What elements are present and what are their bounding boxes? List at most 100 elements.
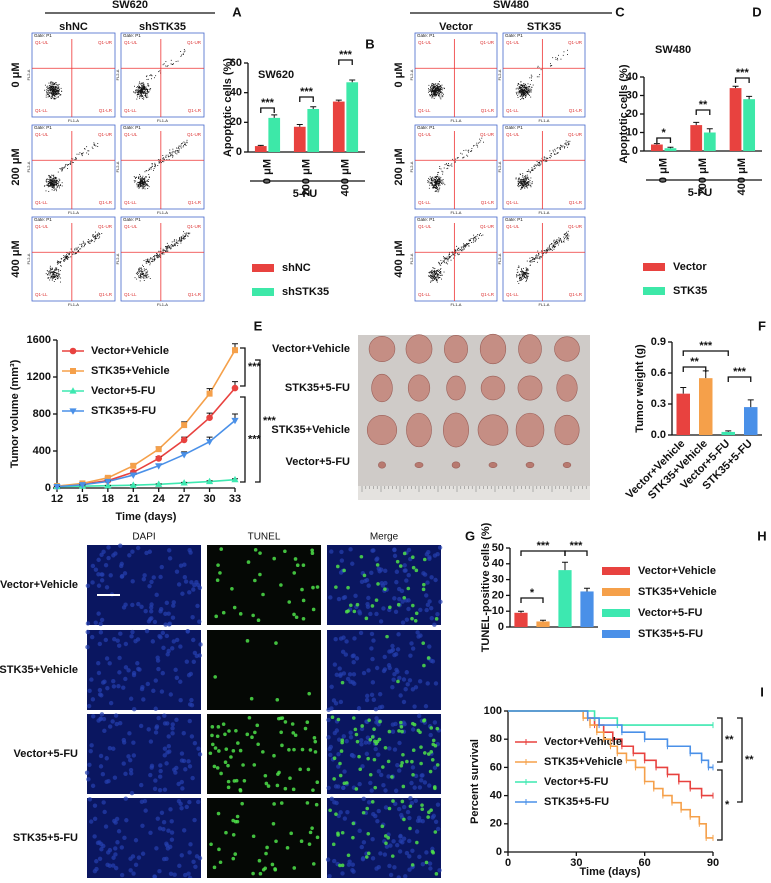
flow-dot bbox=[145, 93, 146, 94]
flow-dot bbox=[429, 185, 430, 186]
flow-dot bbox=[527, 268, 528, 269]
nucleus bbox=[352, 681, 356, 685]
flow-dot bbox=[549, 247, 550, 248]
flow-dot bbox=[140, 273, 141, 274]
nucleus bbox=[417, 714, 421, 718]
flow-dot bbox=[149, 261, 150, 262]
flow-dot bbox=[143, 276, 144, 277]
flow-dot bbox=[46, 89, 47, 90]
y-tick-label: 50 bbox=[492, 542, 504, 554]
error-bar bbox=[310, 107, 316, 109]
flow-dot bbox=[533, 85, 534, 86]
flow-dot bbox=[549, 246, 550, 247]
nucleus bbox=[377, 865, 381, 869]
flow-dot bbox=[519, 178, 520, 179]
tunel-cell bbox=[372, 727, 376, 731]
nucleus bbox=[142, 577, 146, 581]
flow-dot bbox=[564, 147, 565, 148]
tunel-cell bbox=[231, 857, 235, 861]
legend-swatch bbox=[643, 287, 665, 295]
flow-dot bbox=[54, 177, 55, 178]
flow-dot bbox=[93, 234, 94, 235]
flow-dot bbox=[178, 148, 179, 149]
bar bbox=[651, 145, 663, 151]
flow-dot bbox=[528, 181, 529, 182]
flow-dot bbox=[523, 185, 524, 186]
flow-dot bbox=[146, 263, 147, 264]
nucleus bbox=[365, 694, 369, 698]
tunel-cell bbox=[355, 787, 359, 791]
flow-dot bbox=[432, 86, 433, 87]
flow-dot bbox=[52, 83, 53, 84]
flow-dot bbox=[525, 272, 526, 273]
flow-dot bbox=[149, 75, 150, 76]
tunel-cell bbox=[280, 744, 284, 748]
nucleus bbox=[137, 667, 141, 671]
significance-bracket bbox=[737, 718, 742, 802]
flow-dot bbox=[544, 156, 545, 157]
quadrant-label: Q1-UR bbox=[187, 132, 202, 137]
legend-label: STK35+5-FU bbox=[638, 628, 703, 640]
flow-dot bbox=[521, 180, 522, 181]
nucleus bbox=[403, 563, 407, 567]
flow-dot bbox=[53, 84, 54, 85]
flow-dot bbox=[176, 243, 177, 244]
flow-dot bbox=[140, 185, 141, 186]
flow-dot bbox=[144, 85, 145, 86]
nucleus bbox=[383, 655, 387, 659]
flow-dot bbox=[557, 153, 558, 154]
flow-dot bbox=[522, 270, 523, 271]
nucleus bbox=[94, 567, 98, 571]
nucleus bbox=[161, 631, 165, 635]
quadrant-label: Q1-UL bbox=[506, 40, 520, 45]
flow-dot bbox=[155, 166, 156, 167]
nucleus bbox=[338, 674, 342, 678]
flow-dot bbox=[144, 275, 145, 276]
tunel-cell bbox=[402, 785, 406, 789]
flow-dot bbox=[446, 263, 447, 264]
nucleus bbox=[118, 544, 122, 548]
nucleus bbox=[423, 780, 427, 784]
nucleus bbox=[91, 564, 95, 568]
flow-dot bbox=[557, 148, 558, 149]
legend-label: Vector+5-FU bbox=[544, 776, 609, 788]
nucleus bbox=[105, 656, 109, 660]
flow-dot bbox=[45, 85, 46, 86]
gate-label: Gate: P1 bbox=[417, 125, 435, 130]
flow-dot bbox=[160, 257, 161, 258]
flow-dot bbox=[141, 182, 142, 183]
tunel-cell bbox=[229, 755, 233, 759]
flow-dot bbox=[50, 269, 51, 270]
micrograph bbox=[207, 714, 321, 794]
flow-dot bbox=[143, 92, 144, 93]
nucleus bbox=[417, 855, 421, 859]
flow-dot bbox=[137, 94, 138, 95]
flow-dot bbox=[530, 172, 531, 173]
tunel-cell bbox=[399, 564, 403, 568]
flow-dot bbox=[532, 257, 533, 258]
nucleus bbox=[129, 697, 133, 701]
y-tick-label: 60 bbox=[490, 761, 502, 773]
flow-dot bbox=[441, 171, 442, 172]
nucleus bbox=[112, 684, 116, 688]
nucleus bbox=[180, 780, 184, 784]
flow-dot bbox=[534, 166, 535, 167]
nucleus bbox=[161, 646, 165, 650]
flow-dot bbox=[443, 183, 444, 184]
nucleus bbox=[340, 871, 344, 875]
flow-dot bbox=[183, 54, 184, 55]
flow-dot bbox=[76, 248, 77, 249]
tunel-cell bbox=[411, 604, 415, 608]
tunel-cell bbox=[402, 596, 406, 600]
flow-dot bbox=[153, 259, 154, 260]
flow-dot bbox=[555, 154, 556, 155]
tunel-cell bbox=[355, 733, 359, 737]
flow-dot bbox=[184, 49, 185, 50]
tunel-cell bbox=[258, 551, 262, 555]
nucleus bbox=[90, 635, 94, 639]
tumor bbox=[378, 462, 385, 469]
flow-dot bbox=[46, 190, 47, 191]
nucleus bbox=[175, 676, 179, 680]
quadrant-label: Q1-UR bbox=[480, 40, 495, 45]
flow-x-axis: FL1-A bbox=[157, 302, 168, 307]
